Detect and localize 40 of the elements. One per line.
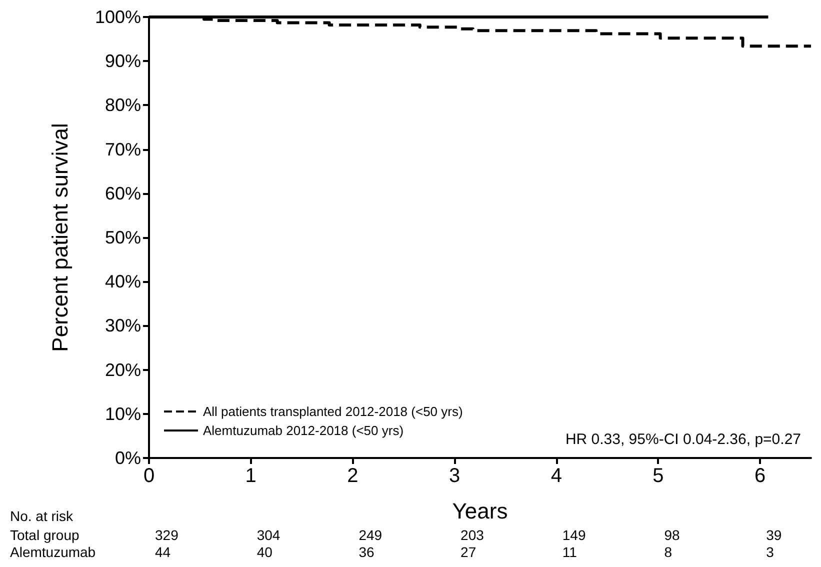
text: 203 (460, 527, 484, 543)
legend-label: All patients transplanted 2012-2018 (<50 yrs) (203, 404, 463, 419)
y-tick-label: 30% (104, 316, 141, 336)
text: 27 (460, 544, 476, 560)
x-tick-label: 2 (347, 465, 358, 487)
text: 40 (256, 544, 273, 560)
y-tick-label: 60% (104, 183, 141, 204)
x-tick-label: 4 (550, 465, 562, 487)
y-tick-label: 40% (104, 272, 141, 292)
text: 329 (155, 527, 179, 543)
y-tick-label: 20% (104, 360, 141, 380)
y-tick-label: 70% (104, 139, 141, 160)
x-tick-label: 5 (652, 465, 664, 487)
x-axis-title: Years (452, 498, 508, 524)
text: No. at risk (10, 508, 74, 524)
x-tick-label: 6 (754, 465, 766, 487)
y-tick-label: 80% (104, 95, 141, 116)
y-axis-title: Percent patient survival (48, 123, 72, 352)
y-tick-label: 50% (104, 228, 141, 248)
text: 3 (766, 544, 774, 560)
annotation: HR 0.33, 95%-CI 0.04-2.36, p=0.27 (565, 431, 801, 448)
y-tick-label: 100% (94, 7, 141, 27)
text: Alemtuzumab (10, 544, 96, 560)
legend-label: Alemtuzumab 2012-2018 (<50 yrs) (203, 423, 404, 438)
text: 149 (562, 527, 586, 543)
text: 304 (256, 527, 280, 543)
text: 39 (766, 527, 782, 543)
y-tick-label: 10% (104, 404, 141, 424)
text: 36 (358, 544, 374, 560)
text: Total group (10, 527, 80, 543)
text: 11 (562, 544, 578, 560)
x-tick-label: 1 (245, 465, 256, 487)
text: 98 (664, 527, 680, 543)
text: 249 (358, 527, 382, 543)
y-tick-label: 0% (114, 448, 141, 468)
text: 8 (664, 544, 672, 560)
text: 44 (155, 544, 171, 560)
x-tick-label: 0 (143, 465, 155, 487)
x-tick-label: 3 (448, 465, 460, 487)
y-tick-label: 90% (104, 51, 141, 72)
